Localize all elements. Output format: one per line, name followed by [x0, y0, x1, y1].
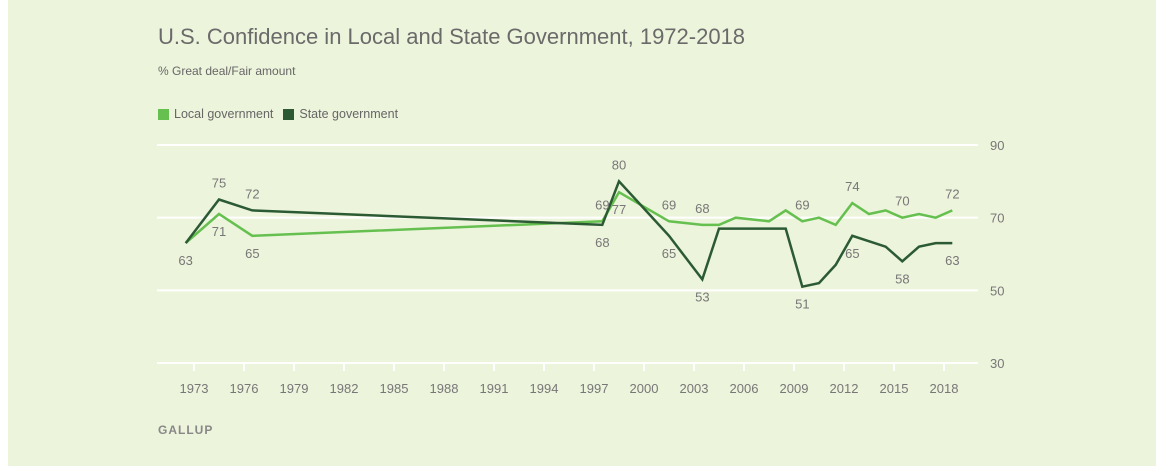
y-tick-label: 50 [990, 283, 1004, 298]
data-label: 65 [662, 246, 676, 261]
x-tick-label: 1982 [330, 381, 359, 396]
data-label: 77 [612, 202, 626, 217]
x-tick-label: 2015 [880, 381, 909, 396]
data-label: 63 [945, 253, 959, 268]
x-tick-label: 2003 [680, 381, 709, 396]
legend-label-state: State government [299, 107, 399, 121]
legend-swatch-state [283, 108, 295, 120]
data-label: 69 [662, 197, 676, 212]
legend-item-state: State government [283, 107, 398, 121]
data-label: 63 [178, 253, 192, 268]
x-tick-label: 1973 [180, 381, 209, 396]
data-label: 74 [845, 179, 859, 194]
legend-swatch-local [158, 108, 169, 120]
data-label: 68 [595, 235, 609, 250]
x-tick-label: 1991 [480, 381, 509, 396]
legend-item-local: Local government [158, 107, 273, 121]
legend: Local government State government [158, 107, 398, 121]
x-tick-label: 1979 [280, 381, 309, 396]
x-tick-label: 2018 [930, 381, 959, 396]
data-label: 71 [212, 224, 226, 239]
source-label: GALLUP [158, 423, 214, 437]
legend-label-local: Local government [174, 107, 274, 121]
chart-title: U.S. Confidence in Local and State Gover… [158, 24, 746, 49]
data-label: 65 [245, 246, 259, 261]
data-label: 53 [695, 289, 709, 304]
chart-subtitle: % Great deal/Fair amount [158, 64, 296, 78]
x-tick-label: 1994 [530, 381, 559, 396]
data-label: 72 [945, 186, 959, 201]
data-label: 80 [612, 157, 626, 172]
x-tick-label: 1988 [430, 381, 459, 396]
data-label: 58 [895, 271, 909, 286]
data-label: 69 [595, 197, 609, 212]
data-label: 70 [895, 194, 909, 209]
x-tick-label: 1976 [230, 381, 259, 396]
chart-panel [8, 0, 1156, 466]
data-label: 72 [245, 186, 259, 201]
y-tick-label: 70 [990, 211, 1004, 226]
x-tick-label: 2006 [730, 381, 759, 396]
x-tick-label: 2000 [630, 381, 659, 396]
data-label: 51 [795, 297, 809, 312]
x-tick-label: 1997 [580, 381, 609, 396]
series-line-state [184, 178, 953, 289]
y-tick-label: 30 [990, 356, 1004, 371]
y-tick-label: 90 [990, 138, 1004, 153]
x-tick-label: 1985 [380, 381, 409, 396]
data-label: 75 [212, 176, 226, 191]
data-label: 68 [695, 201, 709, 216]
x-tick-label: 2012 [830, 381, 859, 396]
data-label: 65 [845, 246, 859, 261]
x-tick-label: 2009 [780, 381, 809, 396]
data-label: 69 [795, 197, 809, 212]
